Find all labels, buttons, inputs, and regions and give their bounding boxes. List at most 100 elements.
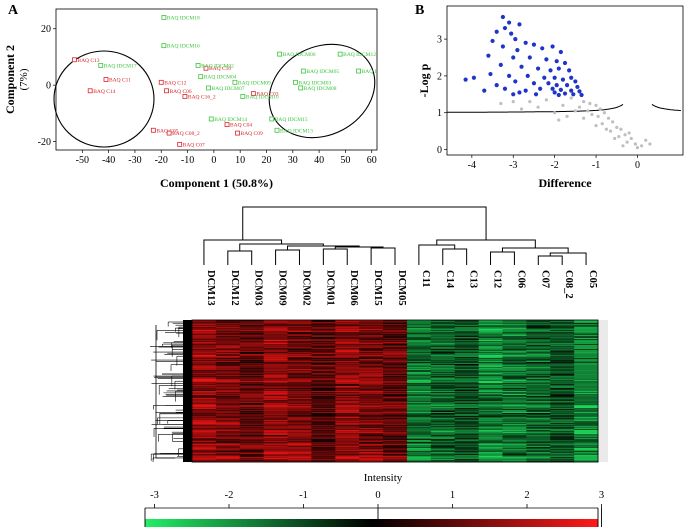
heatmap-cell bbox=[359, 327, 384, 329]
heatmap-cell bbox=[502, 411, 527, 413]
heatmap-cell bbox=[550, 409, 575, 411]
heatmap-cell bbox=[430, 403, 456, 405]
heatmap-cell bbox=[215, 375, 241, 377]
heatmap-cell bbox=[239, 392, 265, 394]
heatmap-cell bbox=[502, 368, 527, 370]
heatmap-cell bbox=[287, 393, 312, 395]
heatmap-cell bbox=[287, 330, 312, 332]
pca-point-dcm bbox=[198, 74, 204, 80]
heatmap-cell bbox=[335, 430, 360, 432]
column-dendrogram bbox=[203, 206, 587, 265]
heatmap-cell bbox=[359, 422, 384, 424]
heatmap-cell bbox=[192, 329, 217, 331]
heatmap-cell bbox=[383, 357, 408, 359]
heatmap-cell bbox=[215, 458, 241, 460]
colorbar-tick-label: -3 bbox=[150, 490, 159, 501]
heatmap-cell bbox=[574, 405, 599, 407]
heatmap-cell bbox=[550, 332, 575, 334]
heatmap-cell bbox=[526, 460, 551, 462]
heatmap-cell bbox=[359, 447, 384, 449]
heatmap-cell bbox=[287, 327, 312, 329]
heatmap-cell bbox=[383, 419, 408, 421]
heatmap-cell bbox=[383, 332, 408, 334]
heatmap-cell bbox=[311, 402, 336, 404]
heatmap-cell bbox=[359, 377, 384, 379]
heatmap-cell bbox=[311, 418, 336, 420]
heatmap-cell bbox=[430, 426, 456, 428]
heatmap-cell bbox=[263, 416, 288, 418]
heatmap-cell bbox=[287, 364, 312, 366]
heatmap-cell bbox=[239, 340, 265, 342]
heatmap-cell bbox=[502, 381, 527, 383]
heatmap-cell bbox=[359, 363, 384, 365]
heatmap-cell bbox=[215, 329, 241, 331]
heatmap-cell bbox=[526, 408, 551, 410]
heatmap-cell bbox=[359, 320, 384, 322]
heatmap-cell bbox=[192, 448, 217, 450]
heatmap-cell bbox=[287, 431, 312, 433]
heatmap-cell bbox=[215, 413, 241, 415]
heatmap-cell bbox=[215, 346, 241, 349]
heatmap-cell bbox=[335, 453, 360, 455]
heatmap-cell bbox=[311, 325, 336, 327]
heatmap-cell bbox=[335, 321, 360, 323]
heatmap-cell bbox=[311, 435, 336, 437]
heatmap-cell bbox=[478, 395, 503, 398]
heatmap-cell bbox=[430, 347, 456, 349]
heatmap-cell bbox=[192, 357, 217, 359]
heatmap-cell bbox=[215, 366, 241, 368]
heatmap-cell bbox=[335, 334, 360, 337]
heatmap-cell bbox=[406, 378, 432, 380]
heatmap-cell bbox=[502, 405, 527, 407]
heatmap-cell bbox=[502, 398, 527, 400]
heatmap-cell bbox=[239, 449, 265, 452]
heatmap-cell bbox=[550, 417, 575, 419]
heatmap-cell bbox=[335, 363, 360, 365]
heatmap-cell bbox=[406, 388, 432, 390]
heatmap-cell bbox=[192, 370, 217, 372]
heatmap-cell bbox=[215, 399, 241, 401]
heatmap-cell bbox=[383, 392, 408, 394]
heatmap-cell bbox=[215, 365, 241, 367]
heatmap-cell bbox=[454, 358, 479, 360]
heatmap-cell bbox=[526, 444, 551, 446]
heatmap-cell bbox=[192, 320, 217, 322]
heatmap-cell bbox=[311, 457, 336, 459]
heatmap-cell bbox=[454, 436, 479, 438]
heatmap-cell bbox=[526, 361, 551, 363]
heatmap-cell bbox=[335, 391, 360, 393]
volcano-point-not-significant bbox=[553, 111, 557, 115]
heatmap-cell bbox=[383, 329, 408, 331]
heatmap-cell bbox=[526, 377, 551, 379]
heatmap-cell bbox=[311, 417, 336, 419]
heatmap-cell bbox=[359, 393, 384, 395]
heatmap-cell bbox=[335, 327, 360, 329]
heatmap-cell bbox=[478, 450, 503, 452]
pca-point-label: BAQ C11 bbox=[109, 78, 131, 84]
heatmap-cell bbox=[383, 381, 408, 383]
column-label: C05 bbox=[587, 270, 598, 288]
heatmap-cell bbox=[406, 437, 432, 439]
heatmap-cell bbox=[454, 359, 479, 361]
heatmap-cell bbox=[263, 343, 288, 345]
heatmap-cell bbox=[263, 407, 288, 409]
heatmap-cell bbox=[287, 403, 312, 405]
heatmap-cell bbox=[526, 335, 551, 337]
heatmap-cell bbox=[502, 351, 527, 353]
heatmap-cell bbox=[478, 437, 503, 439]
heatmap-cell bbox=[574, 436, 599, 438]
heatmap-cell bbox=[550, 386, 575, 388]
heatmap-cell bbox=[383, 322, 408, 324]
heatmap-cell bbox=[383, 406, 408, 408]
heatmap-cell bbox=[454, 426, 479, 428]
heatmap-cell bbox=[335, 407, 360, 409]
volcano-point-significant bbox=[544, 57, 549, 62]
heatmap-cell bbox=[192, 320, 217, 322]
heatmap-cell bbox=[550, 430, 575, 432]
heatmap-cell bbox=[192, 367, 217, 369]
heatmap-cell bbox=[311, 334, 336, 337]
heatmap-cell bbox=[526, 459, 551, 461]
heatmap-cell bbox=[215, 338, 241, 340]
heatmap-cell bbox=[335, 405, 360, 407]
heatmap-cell bbox=[263, 391, 288, 393]
